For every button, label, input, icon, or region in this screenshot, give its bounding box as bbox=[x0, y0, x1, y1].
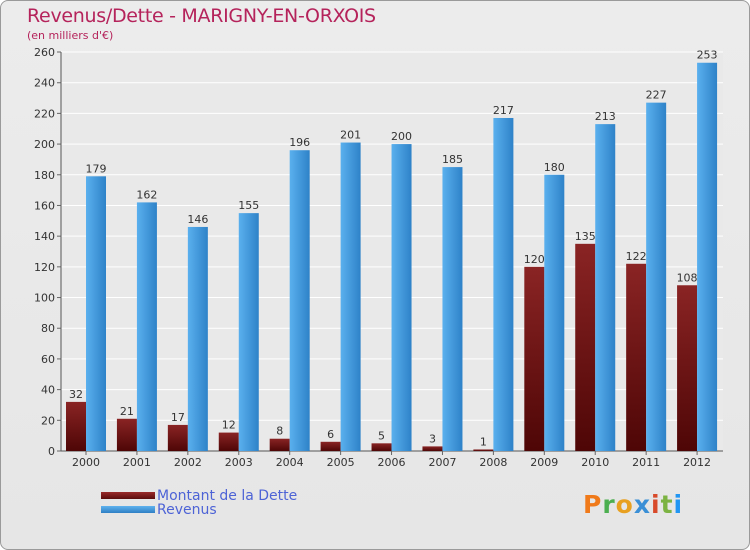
y-tick-label: 0 bbox=[48, 445, 55, 458]
x-tick-label-2009: 2009 bbox=[530, 456, 558, 469]
y-tick-label: 220 bbox=[34, 107, 55, 120]
chart-subtitle: (en milliers d'€) bbox=[27, 29, 114, 42]
data-label-revenus-2009: 180 bbox=[544, 161, 565, 174]
proxiti-logo: Proxiti bbox=[583, 490, 683, 519]
x-tick-label-2012: 2012 bbox=[683, 456, 711, 469]
data-label-dette-2003: 12 bbox=[222, 419, 236, 432]
data-label-revenus-2005: 201 bbox=[340, 129, 361, 142]
data-label-dette-2005: 6 bbox=[327, 428, 334, 441]
y-tick-label: 240 bbox=[34, 77, 55, 90]
y-tick-label: 200 bbox=[34, 138, 55, 151]
bar-dette-2012 bbox=[677, 285, 698, 451]
bar-dette-2011 bbox=[626, 263, 647, 451]
y-tick-label: 80 bbox=[41, 322, 55, 335]
y-tick-label: 180 bbox=[34, 169, 55, 182]
logo-letter: o bbox=[615, 490, 634, 519]
data-label-dette-2006: 5 bbox=[378, 429, 385, 442]
bar-revenus-2007 bbox=[442, 167, 463, 451]
data-label-revenus-2002: 146 bbox=[187, 213, 208, 226]
bar-revenus-2005 bbox=[340, 142, 361, 452]
logo-letter: r bbox=[602, 490, 616, 519]
legend-swatch-dette bbox=[101, 492, 155, 499]
legend-label-revenus: Revenus bbox=[157, 502, 217, 518]
bar-dette-2009 bbox=[524, 266, 545, 451]
bar-dette-2007 bbox=[422, 446, 443, 451]
y-tick-label: 40 bbox=[41, 384, 55, 397]
y-tick-label: 140 bbox=[34, 230, 55, 243]
y-tick-label: 160 bbox=[34, 199, 55, 212]
data-label-dette-2007: 3 bbox=[429, 432, 436, 445]
logo-letter: P bbox=[583, 490, 603, 519]
x-tick-label-2000: 2000 bbox=[72, 456, 100, 469]
bar-revenus-2004 bbox=[289, 150, 310, 451]
data-label-dette-2012: 108 bbox=[677, 271, 698, 284]
y-tick-label: 260 bbox=[34, 46, 55, 59]
bar-dette-2006 bbox=[371, 443, 392, 451]
y-tick-label: 20 bbox=[41, 414, 55, 427]
y-tick-label: 100 bbox=[34, 292, 55, 305]
data-label-revenus-2006: 200 bbox=[391, 130, 412, 143]
x-tick-label-2002: 2002 bbox=[174, 456, 202, 469]
bar-revenus-2001 bbox=[136, 202, 157, 451]
bar-revenus-2008 bbox=[493, 117, 514, 451]
data-label-revenus-2010: 213 bbox=[595, 110, 616, 123]
bar-dette-2001 bbox=[116, 418, 137, 451]
bar-dette-2008 bbox=[473, 449, 494, 451]
x-tick-label-2011: 2011 bbox=[632, 456, 660, 469]
logo-letter: t bbox=[660, 490, 674, 519]
bar-revenus-2012 bbox=[697, 62, 718, 451]
legend-swatch-revenus bbox=[101, 506, 155, 513]
x-tick-label-2003: 2003 bbox=[225, 456, 253, 469]
logo-letter: x bbox=[633, 490, 651, 519]
bar-revenus-2002 bbox=[187, 226, 208, 451]
x-tick-label-2006: 2006 bbox=[378, 456, 406, 469]
chart-title: Revenus/Dette - MARIGNY-EN-ORXOIS bbox=[27, 5, 376, 27]
bar-revenus-2006 bbox=[391, 144, 412, 452]
data-label-revenus-2012: 253 bbox=[697, 49, 718, 62]
logo-letter: i bbox=[651, 490, 661, 519]
logo-letter: i bbox=[673, 490, 684, 519]
bar-revenus-2003 bbox=[238, 213, 259, 451]
x-tick-label-2010: 2010 bbox=[581, 456, 609, 469]
x-tick-label-2001: 2001 bbox=[123, 456, 151, 469]
data-label-dette-2000: 32 bbox=[69, 388, 83, 401]
data-label-dette-2008: 1 bbox=[480, 435, 487, 448]
data-label-revenus-2001: 162 bbox=[136, 188, 157, 201]
data-label-dette-2010: 135 bbox=[575, 230, 596, 243]
bar-revenus-2011 bbox=[646, 102, 667, 452]
bar-dette-2000 bbox=[66, 401, 86, 451]
bar-revenus-2009 bbox=[544, 174, 565, 451]
bar-revenus-2000 bbox=[86, 176, 106, 452]
data-label-revenus-2008: 217 bbox=[493, 104, 514, 117]
bar-dette-2004 bbox=[269, 438, 290, 451]
data-label-revenus-2007: 185 bbox=[442, 153, 463, 166]
data-label-revenus-2011: 227 bbox=[646, 89, 667, 102]
data-label-dette-2002: 17 bbox=[171, 411, 185, 424]
x-tick-label-2007: 2007 bbox=[428, 456, 456, 469]
data-label-dette-2001: 21 bbox=[120, 405, 134, 418]
x-tick-label-2008: 2008 bbox=[479, 456, 507, 469]
y-tick-label: 60 bbox=[41, 353, 55, 366]
bar-dette-2010 bbox=[575, 243, 596, 451]
x-tick-label-2004: 2004 bbox=[276, 456, 304, 469]
legend-label-dette: Montant de la Dette bbox=[157, 488, 298, 504]
x-tick-label-2005: 2005 bbox=[327, 456, 355, 469]
bar-dette-2005 bbox=[320, 441, 341, 451]
data-label-revenus-2003: 155 bbox=[238, 199, 259, 212]
data-label-revenus-2000: 179 bbox=[86, 162, 107, 175]
data-label-dette-2009: 120 bbox=[524, 253, 545, 266]
y-tick-label: 120 bbox=[34, 261, 55, 274]
bar-revenus-2010 bbox=[595, 124, 616, 451]
bar-dette-2003 bbox=[218, 432, 239, 451]
data-label-dette-2011: 122 bbox=[626, 250, 647, 263]
data-label-dette-2004: 8 bbox=[276, 425, 283, 438]
bar-dette-2002 bbox=[167, 424, 188, 451]
data-label-revenus-2004: 196 bbox=[289, 136, 310, 149]
